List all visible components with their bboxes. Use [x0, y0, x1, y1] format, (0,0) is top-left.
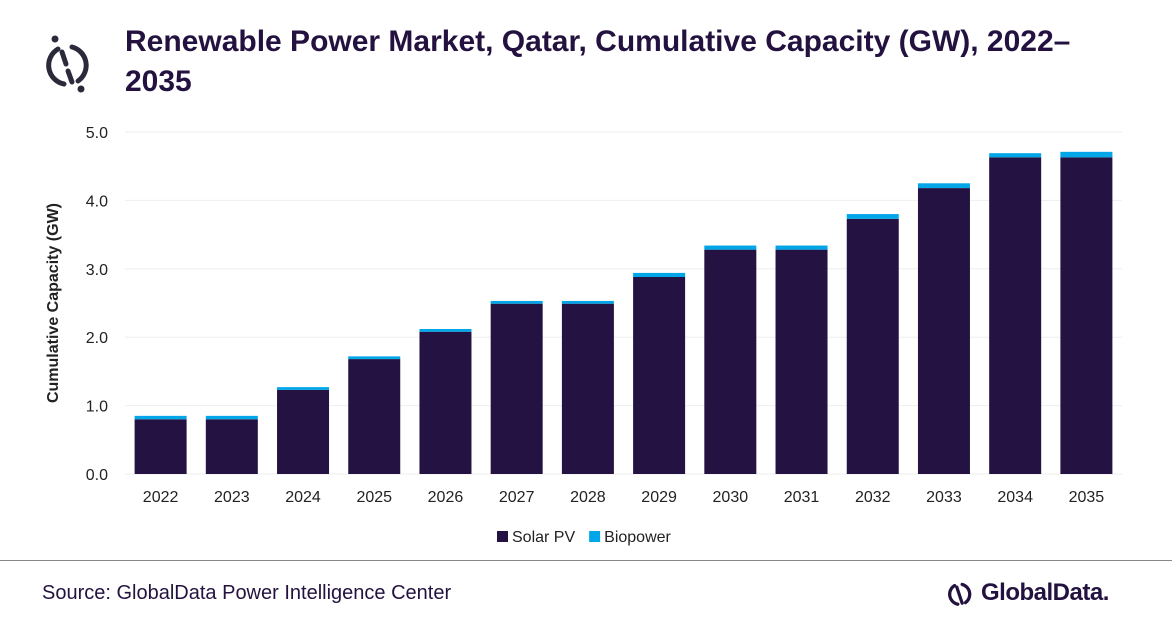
bar-biopower [846, 214, 899, 219]
bar-solar-pv [917, 188, 970, 474]
x-tick-label: 2026 [428, 489, 464, 506]
bar-solar-pv [205, 419, 258, 474]
x-tick-label: 2031 [784, 489, 820, 506]
legend-label: Solar PV [512, 529, 575, 546]
brand-name: GlobalData. [981, 579, 1109, 606]
x-tick-label: 2022 [143, 489, 179, 506]
y-tick-label: 3.0 [86, 262, 108, 279]
bar-solar-pv [775, 249, 828, 474]
bar-biopower [277, 387, 330, 390]
x-tick-label: 2034 [997, 489, 1033, 506]
y-tick-label: 2.0 [86, 330, 108, 347]
bar-biopower [561, 300, 614, 304]
bar-biopower [134, 415, 187, 420]
bar-solar-pv [633, 277, 686, 474]
chart: 0.0 1.0 2.0 3.0 4.0 5.0 Cumulative Capacity (G… [45, 125, 1122, 546]
bar-biopower [633, 272, 686, 278]
brand-logo: GlobalData. [945, 576, 1109, 610]
y-tick-label: 0.0 [86, 467, 108, 484]
y-tick-label: 5.0 [86, 125, 108, 142]
bar-biopower [205, 415, 258, 420]
x-tick-label: 2029 [641, 489, 677, 506]
bar-solar-pv [989, 157, 1042, 475]
legend-label: Biopower [604, 529, 671, 546]
x-tick-label: 2032 [855, 489, 891, 506]
bar-solar-pv [348, 359, 401, 474]
y-tick-label: 4.0 [86, 193, 108, 210]
bar-biopower [490, 300, 543, 304]
legend-swatch [497, 531, 508, 542]
bar-solar-pv [134, 419, 187, 474]
bar-solar-pv [490, 303, 543, 474]
globaldata-logo-icon [948, 582, 972, 606]
x-tick-label: 2025 [356, 489, 392, 506]
x-tick-label: 2024 [285, 489, 321, 506]
bar-solar-pv [277, 389, 330, 474]
bar-solar-pv [846, 218, 899, 474]
bar-solar-pv [704, 249, 757, 474]
globaldata-logo-icon [40, 32, 96, 99]
x-tick-label: 2033 [926, 489, 962, 506]
x-tick-label: 2027 [499, 489, 535, 506]
source-note: Source: GlobalData Power Intelligence Ce… [42, 582, 452, 604]
bar-biopower [348, 356, 401, 360]
bar-biopower [419, 328, 472, 332]
bar-biopower [917, 183, 970, 189]
bar-solar-pv [561, 303, 614, 474]
bar-biopower [1060, 151, 1113, 158]
bar-solar-pv [1060, 157, 1113, 475]
x-tick-label: 2030 [713, 489, 749, 506]
x-tick-label: 2035 [1069, 489, 1105, 506]
bar-biopower [704, 245, 757, 250]
x-tick-label: 2023 [214, 489, 250, 506]
chart-title: Renewable Power Market, Qatar, Cumulativ… [125, 25, 1071, 98]
y-tick-label: 1.0 [86, 399, 108, 416]
x-tick-label: 2028 [570, 489, 606, 506]
legend-swatch [589, 531, 601, 542]
bar-solar-pv [419, 331, 472, 474]
y-axis-label: Cumulative Capacity (GW) [45, 203, 62, 403]
bar-biopower [989, 153, 1042, 158]
bar-biopower [775, 245, 828, 250]
divider [0, 560, 1172, 561]
